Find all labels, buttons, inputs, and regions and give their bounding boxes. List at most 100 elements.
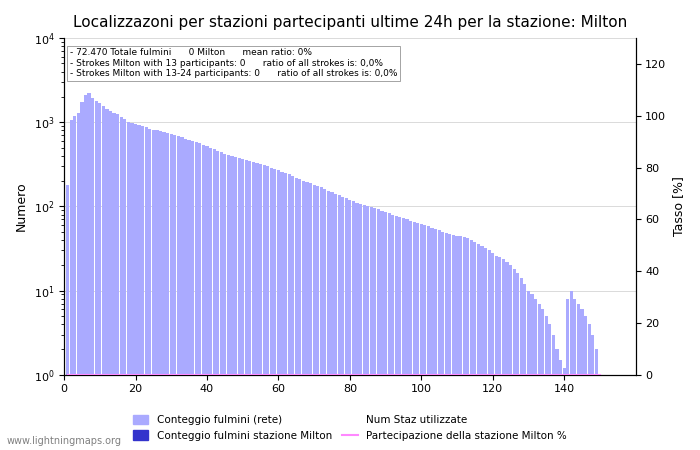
- Bar: [330, 192, 334, 450]
- Bar: [320, 188, 323, 450]
- Bar: [373, 208, 377, 450]
- Bar: [452, 235, 455, 450]
- Bar: [509, 265, 512, 450]
- Bar: [284, 173, 287, 450]
- Bar: [191, 141, 195, 450]
- Bar: [377, 210, 380, 450]
- Bar: [430, 228, 433, 450]
- Bar: [334, 194, 337, 450]
- Bar: [88, 94, 91, 450]
- Bar: [74, 116, 76, 450]
- Bar: [580, 309, 584, 450]
- Bar: [323, 189, 326, 450]
- Bar: [166, 133, 169, 450]
- Bar: [463, 237, 466, 450]
- Bar: [223, 154, 226, 450]
- Bar: [498, 257, 501, 450]
- Bar: [234, 157, 237, 450]
- Bar: [270, 167, 273, 450]
- Bar: [384, 212, 387, 450]
- Bar: [159, 131, 162, 450]
- Bar: [502, 259, 505, 450]
- Text: www.lightningmaps.org: www.lightningmaps.org: [7, 436, 122, 446]
- Bar: [312, 184, 316, 450]
- Bar: [487, 251, 491, 450]
- Bar: [416, 223, 419, 450]
- Bar: [459, 236, 462, 450]
- Bar: [230, 156, 234, 450]
- Bar: [252, 162, 255, 450]
- Text: - 72.470 Totale fulmini      0 Milton      mean ratio: 0%
- Strokes Milton with : - 72.470 Totale fulmini 0 Milton mean ra…: [70, 48, 398, 78]
- Bar: [155, 130, 159, 450]
- Bar: [91, 98, 94, 450]
- Bar: [587, 324, 591, 450]
- Bar: [134, 124, 137, 450]
- Bar: [591, 335, 594, 450]
- Bar: [302, 181, 305, 450]
- Bar: [130, 123, 134, 450]
- Bar: [352, 201, 355, 450]
- Bar: [288, 175, 290, 450]
- Bar: [216, 151, 219, 450]
- Bar: [177, 136, 180, 450]
- Bar: [244, 160, 248, 450]
- Bar: [505, 262, 509, 450]
- Y-axis label: Tasso [%]: Tasso [%]: [672, 176, 685, 236]
- Bar: [220, 152, 223, 450]
- Legend: Conteggio fulmini (rete), Conteggio fulmini stazione Milton, Num Staz utilizzate: Conteggio fulmini (rete), Conteggio fulm…: [129, 411, 571, 445]
- Bar: [276, 170, 280, 450]
- Bar: [438, 230, 441, 450]
- Bar: [484, 248, 487, 450]
- Bar: [595, 350, 598, 450]
- Bar: [563, 368, 566, 450]
- Bar: [188, 140, 190, 450]
- Bar: [341, 197, 344, 450]
- Bar: [256, 163, 258, 450]
- Bar: [388, 213, 391, 450]
- Bar: [148, 129, 151, 450]
- Bar: [584, 316, 587, 450]
- Bar: [227, 155, 230, 450]
- Bar: [205, 146, 209, 450]
- Bar: [116, 114, 119, 450]
- Bar: [305, 182, 309, 450]
- Bar: [209, 148, 212, 450]
- Bar: [109, 111, 112, 450]
- Bar: [213, 149, 216, 450]
- Bar: [395, 216, 398, 450]
- Bar: [398, 217, 402, 450]
- Bar: [237, 158, 241, 450]
- Bar: [531, 294, 533, 450]
- Bar: [524, 284, 526, 450]
- Bar: [405, 220, 409, 450]
- Bar: [316, 186, 319, 450]
- Bar: [363, 205, 365, 450]
- Bar: [466, 238, 469, 450]
- Bar: [123, 119, 127, 450]
- Bar: [266, 166, 270, 450]
- Bar: [456, 236, 458, 450]
- Bar: [241, 158, 244, 450]
- Bar: [137, 125, 141, 450]
- Bar: [105, 109, 108, 450]
- Bar: [512, 269, 516, 450]
- Bar: [370, 207, 373, 450]
- Bar: [141, 126, 144, 450]
- Bar: [169, 134, 173, 450]
- Bar: [327, 191, 330, 450]
- Bar: [262, 165, 266, 450]
- Bar: [359, 204, 362, 450]
- Bar: [424, 225, 426, 450]
- Bar: [538, 304, 541, 450]
- Bar: [77, 112, 80, 450]
- Title: Localizzazoni per stazioni partecipanti ultime 24h per la stazione: Milton: Localizzazoni per stazioni partecipanti …: [73, 15, 627, 30]
- Bar: [473, 242, 477, 450]
- Bar: [120, 117, 122, 450]
- Bar: [559, 360, 562, 450]
- Bar: [181, 137, 183, 450]
- Bar: [113, 112, 116, 450]
- Bar: [555, 350, 559, 450]
- Bar: [94, 101, 98, 450]
- Bar: [366, 206, 370, 450]
- Bar: [298, 179, 302, 450]
